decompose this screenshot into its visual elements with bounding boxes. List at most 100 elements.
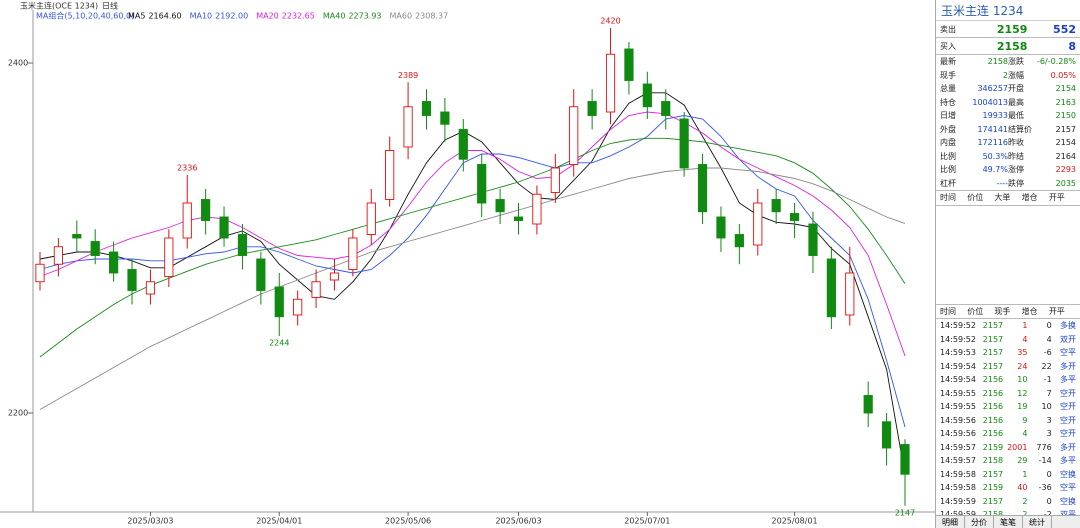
book-volume: 552 [1053, 22, 1077, 36]
tick-price: 2157 [982, 496, 1004, 506]
tick-oi: 22 [1041, 361, 1052, 371]
tick-volume: 2 [1022, 496, 1028, 506]
ma-legend-value: 2164.60 [148, 12, 181, 21]
tab[interactable]: 分价 [965, 516, 994, 528]
tick-time: 14:59:58 [940, 483, 976, 493]
tab[interactable]: 明细 [936, 516, 965, 528]
y-tick-label: 2200 [8, 409, 28, 418]
quote-title: 玉米主连 1234 [936, 0, 1080, 21]
candle-body [624, 48, 634, 81]
candle-body [329, 272, 340, 281]
book-volume: 8 [1068, 39, 1077, 53]
tick-price: 2157 [982, 469, 1004, 479]
x-tick-label: 2025/03/03 [127, 517, 173, 526]
ma-legend-value: 2192.00 [215, 12, 248, 21]
tick-time: 14:59:55 [940, 402, 976, 412]
tick-time: 14:59:56 [940, 415, 976, 425]
stat-value: 2157 [1055, 124, 1076, 134]
stats: 最新 2158 涨跌 -6/-0.28% 现手 2 涨幅 0.05% 总量 346257 开盘 215… [936, 55, 1080, 191]
tick-type: 双开 [1059, 334, 1076, 344]
stat-label: 开盘 [1008, 84, 1024, 94]
stat-row: 比例 50.3% 昨结 2164 [936, 150, 1080, 164]
candle-body [201, 199, 211, 221]
tick-time: 14:59:55 [940, 388, 976, 398]
header-cell: 价位 [967, 306, 984, 316]
candle-body [35, 263, 45, 283]
candle-body [661, 101, 671, 116]
tick-oi: -2 [1027, 510, 1052, 519]
tick-price: 2156 [982, 402, 1004, 412]
tick-type: 空换 [1059, 469, 1076, 479]
tab[interactable]: 统计 [1023, 516, 1052, 528]
extreme-label: 2244 [269, 339, 289, 348]
tick-volume: 4 [1022, 429, 1028, 439]
stat-value: 2163 [1055, 97, 1076, 107]
table-header: 时间 价位 大单 增仓 开平 [936, 191, 1080, 206]
tick-row: 14:59:56 2156 9 3 空开 [936, 414, 1080, 428]
tick-time: 14:59:52 [940, 334, 976, 344]
extreme-label: 2420 [600, 17, 620, 26]
stat-label: 涨幅 [1008, 70, 1024, 80]
candle-body [771, 199, 781, 213]
tick-time: 14:59:52 [940, 321, 976, 331]
stat-label: 总量 [940, 84, 956, 94]
tick-oi: 0 [1046, 469, 1052, 479]
tick-price: 2158 [979, 510, 1003, 519]
candle-body [569, 106, 579, 165]
tick-oi: 0 [1046, 496, 1052, 506]
stat-value: 1004013 [972, 97, 1008, 107]
stat-value: 346257 [977, 84, 1008, 94]
tick-type: 空平 [1059, 348, 1076, 358]
book-price: 2159 [996, 22, 1028, 36]
tick-row: 14:59:59 2157 2 0 空换 [936, 495, 1080, 509]
ma-legend-value: 2273.93 [348, 12, 381, 21]
stat-label: 结算价 [1008, 124, 1032, 134]
candle-body [734, 234, 744, 248]
stat-row: 外盘 174141 结算价 2157 [936, 123, 1080, 137]
candle-body [293, 298, 303, 316]
tick-row: 14:59:52 2157 4 4 双开 [936, 333, 1080, 347]
tick-type: 空开 [1059, 429, 1076, 439]
table-header: 时间 价位 现手 增仓 开平 [936, 305, 1080, 319]
tick-oi: 0 [1046, 321, 1052, 331]
period[interactable]: 日线 [102, 1, 118, 11]
stat-label: 最高 [1008, 97, 1024, 107]
x-tick-label: 2025/07/01 [624, 517, 670, 526]
tick-oi: -1 [1043, 375, 1052, 385]
stat-value: 49.7% [982, 165, 1008, 175]
tick-type: 多换 [1059, 321, 1076, 331]
stat-label: 现手 [940, 70, 956, 80]
tick-type: 空开 [1059, 388, 1076, 398]
header-cell: 大单 [994, 193, 1011, 203]
tick-oi: 7 [1046, 388, 1052, 398]
symbol[interactable]: 玉米主连(OCE 1234) [20, 1, 98, 11]
tick-oi: 3 [1046, 429, 1052, 439]
header-cell: 开平 [1048, 306, 1065, 316]
candle-body [605, 53, 616, 113]
stat-value: 50.3% [982, 151, 1008, 161]
ma-legend-name: MA40 [323, 12, 346, 21]
stat-value: 2150 [1055, 111, 1076, 121]
tick-volume: 35 [1017, 348, 1028, 358]
candle-body [882, 421, 892, 449]
candle-body [789, 213, 800, 221]
ma-legend-title: MA组合(5,10,20,40,60,0) [36, 11, 134, 21]
ma-line [39, 137, 906, 358]
tab[interactable]: 笔笔 [994, 516, 1023, 528]
ma-legend-name: MA20 [256, 12, 279, 21]
candle-body [274, 286, 284, 318]
tick-time: 14:59:57 [940, 442, 976, 452]
ma-line [39, 115, 906, 428]
candle-body [348, 237, 358, 270]
header-cell: 时间 [940, 306, 956, 316]
header-cell: 价位 [967, 193, 984, 203]
extreme-label: 2389 [398, 71, 418, 80]
stat-value: 2293 [1055, 165, 1076, 175]
candle-body [587, 101, 597, 116]
candle-body [90, 241, 100, 256]
tick-volume: 2001 [1007, 442, 1028, 452]
tick-volume: 4 [1022, 334, 1028, 344]
tabs: 明细 分价 笔笔 统计 [936, 515, 1080, 528]
